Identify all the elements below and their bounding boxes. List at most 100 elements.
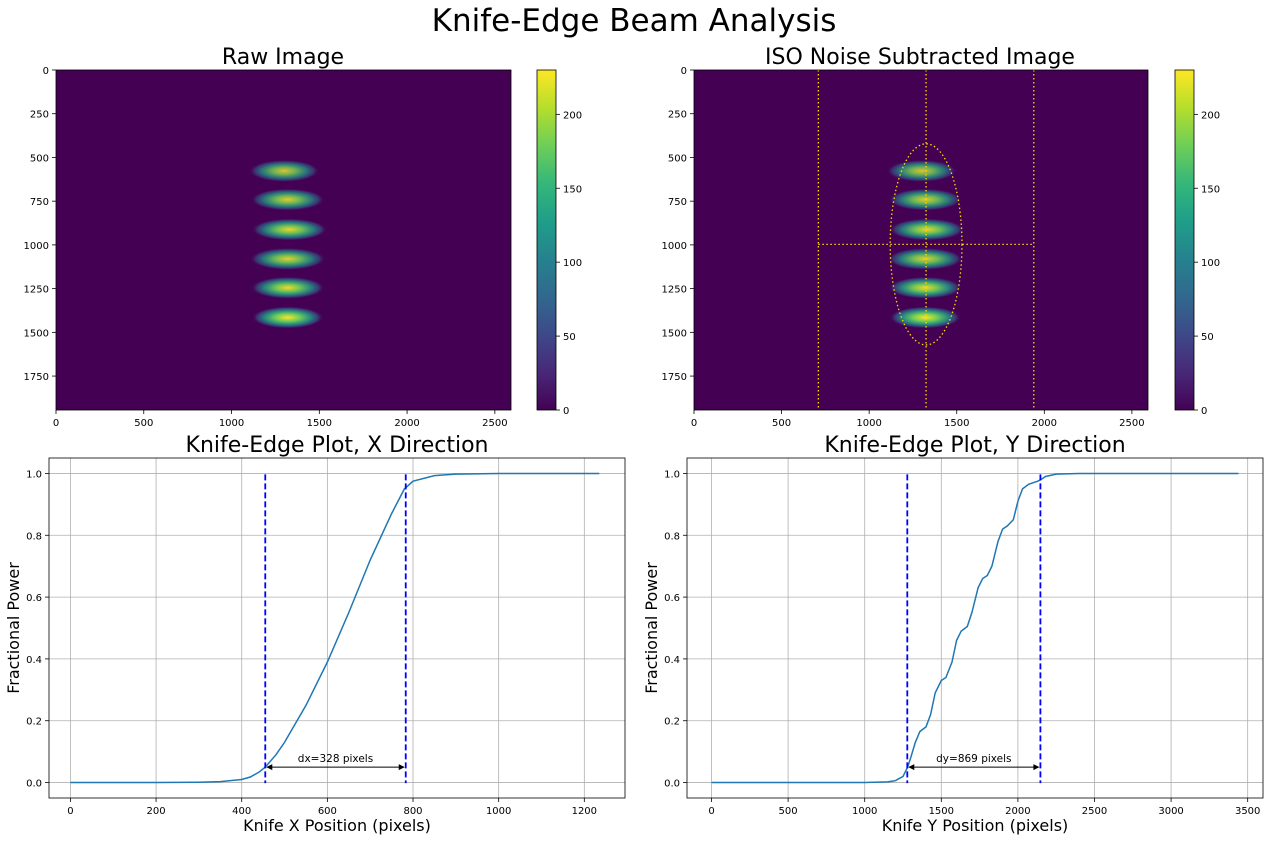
iso-image-title: ISO Noise Subtracted Image [765,45,1075,70]
knife-y-xlabel: Knife Y Position (pixels) [882,816,1069,835]
y-tick-label: 0.2 [26,717,42,728]
y-tick-label: 1500 [24,328,49,339]
beam-blob-5 [888,276,962,299]
fractional-power-line [711,472,1239,784]
knife-x-xlabel: Knife X Position (pixels) [243,816,431,835]
plot-frame [686,457,1264,799]
x-tick-label: 1000 [852,806,877,817]
x-tick-label: 1500 [929,806,954,817]
knife-x-ylabel: Fractional Power [4,562,23,694]
y-tick-label: 0.0 [664,779,680,790]
annotation-arrowhead-left [908,764,915,771]
x-tick-label: 1500 [944,418,969,429]
x-tick-label: 500 [779,806,798,817]
y-tick-label: 0.2 [664,717,680,728]
knife-y-ylabel: Fractional Power [642,562,661,694]
x-tick-label: 400 [232,806,251,817]
x-tick-label: 2500 [482,418,507,429]
colorbar-tick-label: 50 [1201,332,1214,343]
y-tick-label: 0 [43,66,49,77]
raw-image-colorbar: 0 50 100 150 200 [536,69,582,417]
beam-blob-4 [249,247,326,270]
x-tick-label: 800 [403,806,422,817]
y-tick-label: 1250 [662,285,687,296]
y-tick-label: 0.0 [26,779,42,790]
x-tick-label: 0 [708,806,714,817]
y-tick-label: 1000 [24,241,49,252]
beam-blob-2 [888,188,962,211]
annotation-label: dy=869 pixels [936,753,1011,765]
y-tick-label: 1000 [662,241,687,252]
colorbar-bar [1174,69,1195,411]
x-tick-label: 2000 [1032,418,1057,429]
x-tick-label: 3500 [1235,806,1260,817]
heatmap-content [249,159,328,329]
figure-suptitle: Knife-Edge Beam Analysis [432,3,837,39]
y-tick-label: 0.8 [26,531,42,542]
x-tick-label: 2500 [1082,806,1107,817]
x-tick-label: 1000 [486,806,511,817]
y-tick-label: 250 [668,110,687,121]
overlay-ellipse [889,143,963,346]
x-tick-label: 1200 [572,806,597,817]
x-tick-label: 3000 [1158,806,1183,817]
colorbar-tick-label: 150 [1201,184,1220,195]
plot-background [687,458,1263,798]
y-tick-label: 0 [681,66,687,77]
heatmap-frame [693,69,1149,411]
x-tick-label: 1000 [219,418,244,429]
beam-blob-4 [887,247,963,270]
colorbar-tick-label: 0 [563,406,569,417]
panel-raw-image: Raw Image 0 500 1000 1500 2000 25000250500750… [24,45,583,429]
y-tick-label: 0.8 [664,531,680,542]
x-tick-label: 500 [772,418,791,429]
annotation-arrowhead-left [266,764,273,771]
x-tick-label: 0 [53,418,59,429]
iso-image-colorbar: 0 50 100 150 200 [1174,69,1220,417]
y-tick-label: 1.0 [26,469,42,480]
x-tick-label: 1500 [307,418,332,429]
plot-frame [48,457,626,799]
y-tick-label: 0.4 [26,655,42,666]
beam-blob-2 [250,188,325,211]
y-tick-label: 750 [668,197,687,208]
beam-blob-1 [249,159,320,182]
beam-blob-3 [889,218,965,241]
panel-iso-image: ISO Noise Subtracted Image 0 500 1000 1500 2… [662,45,1221,429]
x-tick-label: 2500 [1119,418,1144,429]
plot-background [49,458,625,798]
x-tick-label: 200 [147,806,166,817]
heatmap-content [817,70,1035,410]
knife-x-title: Knife-Edge Plot, X Direction [186,433,489,458]
y-tick-label: 1750 [24,372,49,383]
beam-blob-1 [886,159,957,182]
y-tick-label: 1750 [662,372,687,383]
knife-y-plot: 0 500 1000 1500 2000 2500 3000 3500 0.0 0.2 0.4 0.6… [664,457,1264,817]
y-tick-label: 1.0 [664,469,680,480]
beam-blob-5 [250,276,325,299]
annotation-label: dx=328 pixels [298,753,373,765]
x-tick-label: 500 [134,418,153,429]
colorbar-bar [536,69,557,411]
x-tick-label: 0 [67,806,73,817]
x-tick-label: 2000 [394,418,419,429]
x-tick-label: 2000 [1005,806,1030,817]
y-tick-label: 1250 [24,285,49,296]
raw-image-heatmap: 0 500 1000 1500 2000 2500 0 250 500 750 1000 1250 15… [24,66,512,429]
fractional-power-line [70,472,600,784]
y-tick-label: 0.6 [664,593,680,604]
colorbar-tick-label: 0 [1201,406,1207,417]
iso-image-heatmap: 0 500 1000 1500 2000 2500 0 250 500 750 1000 1250 15… [662,66,1149,429]
colorbar-tick-label: 100 [563,258,582,269]
x-tick-label: 1000 [856,418,881,429]
colorbar-tick-label: 200 [563,110,582,121]
y-tick-label: 250 [30,110,49,121]
colorbar-tick-label: 50 [563,332,576,343]
y-tick-label: 500 [30,153,49,164]
beam-blob-6 [251,306,324,329]
knife-x-plot: 0 200 400 600 800 1000 1200 0.0 0.2 0.4 0.6 0.8 1.0 d… [26,457,626,817]
panel-knife-edge-y: Knife-Edge Plot, Y Direction Knife Y Pos… [642,433,1264,835]
y-tick-label: 1500 [662,328,687,339]
annotation-arrowhead-right [1033,764,1040,771]
